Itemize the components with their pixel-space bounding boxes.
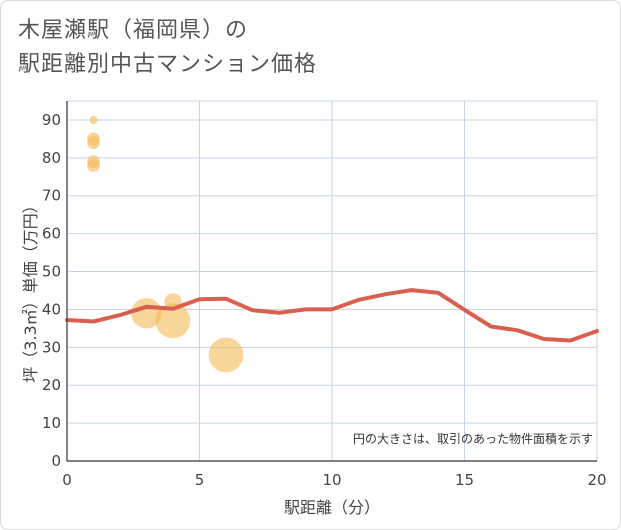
y-tick-label: 60 (42, 225, 61, 243)
y-tick-label: 80 (42, 149, 61, 167)
title-line-2: 駅距離別中古マンション価格 (18, 52, 318, 77)
y-tick-label: 20 (42, 376, 61, 394)
x-tick-label: 5 (195, 471, 205, 489)
x-tick-label: 20 (587, 471, 606, 489)
y-axis-label: 坪（3.3㎡）単価（万円） (21, 197, 40, 382)
title-line-1: 木屋瀬駅（福岡県）の (18, 18, 249, 43)
bubble-point (155, 303, 191, 339)
x-tick-label: 0 (62, 471, 72, 489)
y-tick-label: 90 (42, 111, 61, 129)
tick-labels: 0 10 20 30 40 50 60 70 80 90 0 5 10 15 20 (42, 111, 607, 489)
y-tick-label: 0 (51, 452, 61, 470)
x-tick-label: 10 (322, 471, 341, 489)
chart-title: 木屋瀬駅（福岡県）の 駅距離別中古マンション価格 (18, 14, 317, 82)
size-note: 円の大きさは、取引のあった物件面積を示す (353, 431, 593, 446)
y-tick-label: 50 (42, 263, 61, 281)
y-tick-label: 10 (42, 414, 61, 432)
y-tick-label: 70 (42, 187, 61, 205)
y-tick-label: 30 (42, 338, 61, 356)
x-axis-label: 駅距離（分） (284, 498, 380, 517)
axes (66, 101, 597, 462)
y-tick-label: 40 (42, 300, 61, 318)
x-tick-label: 15 (455, 471, 474, 489)
bubble-layer (87, 115, 244, 373)
trend-line-layer (65, 288, 599, 343)
bubble-point (208, 337, 244, 373)
average-price-line (65, 288, 599, 343)
bubble-point (87, 136, 100, 150)
bubble-point (87, 159, 100, 172)
grid-lines (66, 100, 598, 462)
bubble-point (89, 115, 98, 125)
